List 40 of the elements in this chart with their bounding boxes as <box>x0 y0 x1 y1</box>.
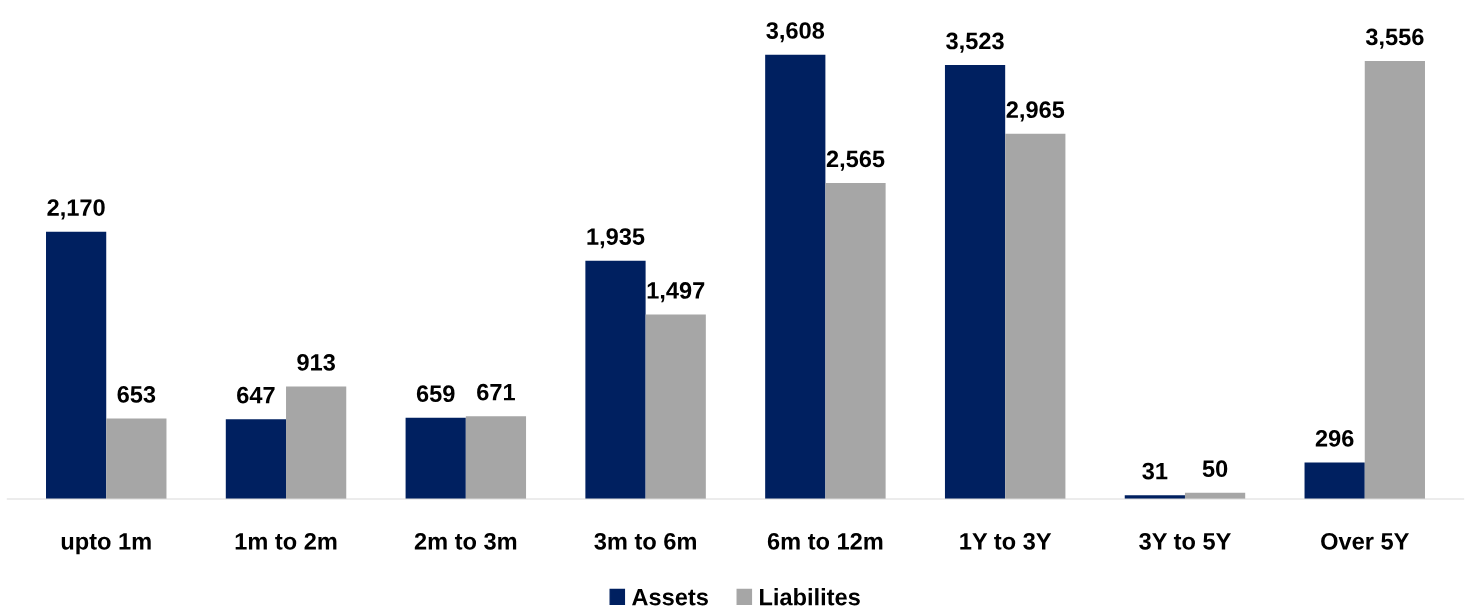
x-tick-label: Over 5Y <box>1321 532 1410 550</box>
data-label: 647 <box>237 386 275 404</box>
bar <box>1005 133 1066 499</box>
bar <box>585 260 646 499</box>
x-tick-label: upto 1m <box>61 533 151 555</box>
data-label: 3,523 <box>946 32 1004 53</box>
bar <box>286 386 347 499</box>
bar <box>46 231 107 499</box>
data-label: 296 <box>1315 430 1354 447</box>
bar <box>765 54 826 499</box>
legend-label: Assets <box>632 588 708 606</box>
bar <box>225 419 287 499</box>
data-label: 2,170 <box>47 199 105 220</box>
data-label: 3,608 <box>766 22 825 43</box>
x-tick-label: 2m to 3m <box>414 532 517 550</box>
bar <box>106 418 167 499</box>
x-tick-label: 3Y to 5Y <box>1139 532 1231 550</box>
data-label: 50 <box>1202 460 1228 478</box>
data-label: 671 <box>477 383 515 401</box>
bar <box>1304 462 1365 499</box>
data-label: 653 <box>117 386 156 403</box>
x-tick-label: 6m to 12m <box>767 532 883 550</box>
bar <box>825 183 886 499</box>
data-label: 3,556 <box>1365 28 1424 49</box>
bar <box>944 65 1006 499</box>
data-label: 659 <box>416 385 455 403</box>
data-label: 2,565 <box>826 150 885 171</box>
bar <box>645 314 706 499</box>
x-tick-label: 3m to 6m <box>594 532 696 550</box>
bar <box>405 417 466 499</box>
data-label: 913 <box>297 354 335 371</box>
data-label: 1,497 <box>647 282 705 303</box>
bar <box>1364 61 1425 499</box>
data-label: 2,965 <box>1006 101 1065 122</box>
legend-label: Liabilites <box>760 588 860 606</box>
bar <box>465 416 527 499</box>
x-tick-label: 1Y to 3Y <box>960 532 1052 550</box>
x-tick-label: 1m to 2m <box>235 532 337 550</box>
data-label: 31 <box>1142 462 1168 480</box>
data-label: 1,935 <box>587 228 645 249</box>
